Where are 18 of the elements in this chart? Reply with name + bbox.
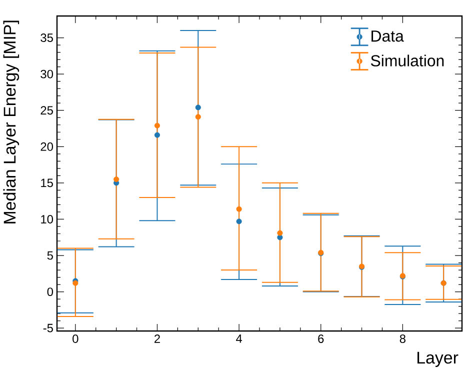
y-tick-label: 30: [40, 70, 54, 78]
y-tick-label: 15: [41, 178, 53, 188]
x-tick-label: 0: [72, 334, 78, 343]
y-tick-label: 5: [47, 251, 53, 260]
x-tick-label: 2: [154, 334, 160, 343]
y-tick-label: 0: [47, 288, 54, 296]
x-tick-label: 6: [318, 334, 324, 343]
legend-label: Simulation: [370, 54, 444, 66]
y-tick-label: 10: [41, 214, 54, 224]
y-tick-label: 35: [40, 34, 53, 42]
y-tick-label: -5: [43, 324, 53, 332]
x-tick-label: 8: [400, 334, 406, 343]
y-tick-label: 25: [40, 106, 53, 115]
legend-label: Data: [372, 30, 404, 42]
y-tick-label: 20: [40, 142, 54, 151]
y-axis-title: Median Layer Energy [MIP]: [3, 20, 20, 224]
x-axis-title: Layer: [418, 352, 458, 368]
x-tick-label: 4: [236, 334, 242, 343]
